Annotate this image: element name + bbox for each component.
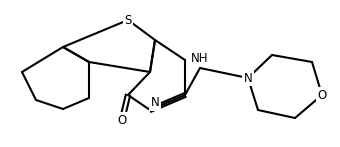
Text: N: N	[244, 71, 252, 85]
Text: NH: NH	[191, 51, 209, 65]
Text: N: N	[151, 96, 159, 110]
Text: O: O	[117, 113, 126, 127]
Text: O: O	[317, 88, 327, 101]
Text: S: S	[124, 14, 132, 26]
